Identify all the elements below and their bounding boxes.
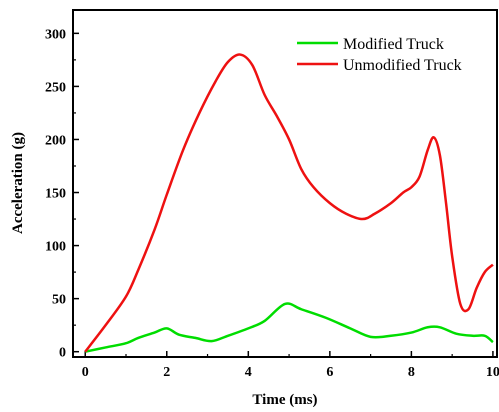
series-line-modified-truck: [84, 302, 494, 353]
legend: Modified Truck Unmodified Truck: [297, 36, 462, 74]
x-tick-label: 6: [326, 365, 333, 380]
y-tick-label: 0: [59, 346, 66, 361]
x-tick-label: 0: [82, 365, 89, 380]
legend-label-modified: Modified Truck: [343, 36, 444, 53]
y-tick-label: 150: [45, 187, 66, 202]
y-tick-label: 100: [45, 240, 66, 255]
x-axis-title: Time (ms): [252, 392, 317, 408]
series-line-unmodified-truck: [84, 53, 494, 353]
legend-label-unmodified: Unmodified Truck: [343, 57, 462, 74]
y-tick-label: 50: [52, 293, 66, 308]
x-tick-label: 8: [408, 365, 415, 380]
plot-frame: [72, 9, 498, 358]
y-axis-title: Acceleration (g): [10, 132, 26, 234]
x-tick-label: 4: [245, 365, 252, 380]
y-tick-label: 300: [45, 27, 66, 42]
y-tick-label: 250: [45, 80, 66, 95]
series-lines: [84, 53, 494, 353]
y-tick-label: 200: [45, 133, 66, 148]
x-tick-label: 10: [486, 365, 499, 380]
x-tick-label: 2: [163, 365, 170, 380]
